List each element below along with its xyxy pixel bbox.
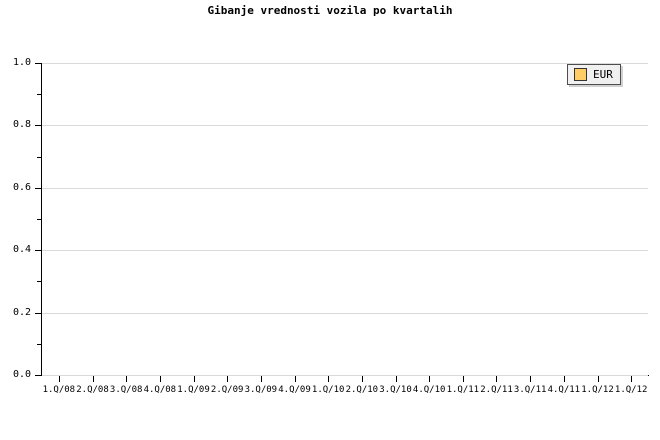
x-axis-label: 4.Q/11 <box>547 385 581 395</box>
y-axis-tick-major <box>35 250 42 251</box>
x-axis-label: 4.Q/08 <box>143 385 177 395</box>
gridline <box>42 188 648 189</box>
gridline <box>42 63 648 64</box>
x-axis-tick <box>295 376 296 382</box>
y-axis-tick-major <box>35 313 42 314</box>
gridline <box>42 250 648 251</box>
y-axis-tick-major <box>35 125 42 126</box>
y-axis-tick-minor <box>37 94 42 95</box>
x-axis-label: 1.Q/10 <box>311 385 345 395</box>
x-axis-label: 2.Q/11 <box>480 385 513 395</box>
x-axis-tick <box>194 376 195 382</box>
y-axis-label: 0.2 <box>12 307 31 318</box>
y-axis-label: 0.8 <box>12 119 31 130</box>
x-axis-tick <box>261 376 262 382</box>
gridline <box>42 125 648 126</box>
x-axis-tick <box>160 376 161 382</box>
y-axis-tick-minor <box>37 344 42 345</box>
x-axis-tick <box>396 376 397 382</box>
x-axis-tick <box>93 376 94 382</box>
x-axis-label: 1.Q/12 <box>581 385 614 395</box>
x-axis-tick <box>463 376 464 382</box>
y-axis-label: 0.6 <box>12 182 31 193</box>
x-axis-label: 4.Q/10 <box>412 385 446 395</box>
gridline <box>42 313 648 314</box>
y-axis-tick-minor <box>37 281 42 282</box>
chart-title: Gibanje vrednosti vozila po kvartalih <box>207 4 453 17</box>
x-axis-label: 3.Q/11 <box>513 385 547 395</box>
x-axis-label: 3.Q/09 <box>244 385 278 395</box>
y-axis-label: 0.4 <box>12 244 31 255</box>
x-axis-tick <box>328 376 329 382</box>
x-axis-tick <box>564 376 565 382</box>
x-axis-label: 2.Q/10 <box>345 385 379 395</box>
x-axis-tick <box>496 376 497 382</box>
legend-label-eur: EUR <box>593 68 613 81</box>
y-axis-tick-major <box>35 188 42 189</box>
x-axis-label: 2.Q/09 <box>210 385 244 395</box>
plot-area <box>42 63 648 375</box>
x-axis-tick <box>429 376 430 382</box>
x-axis-label: 1.Q/12 <box>614 385 648 395</box>
x-axis-label: 1.Q/08 <box>42 385 76 395</box>
gridline <box>42 375 648 376</box>
x-axis-label: 2.Q/08 <box>76 385 109 395</box>
x-axis-tick <box>126 376 127 382</box>
x-axis-label: 3.Q/10 <box>379 385 412 395</box>
y-axis-tick-major <box>35 63 42 64</box>
x-axis-label: 4.Q/09 <box>278 385 311 395</box>
x-axis-tick <box>362 376 363 382</box>
y-axis-label: 0.0 <box>12 369 31 380</box>
x-axis-tick <box>227 376 228 382</box>
y-axis-tick-major <box>35 375 42 376</box>
x-axis-label: 1.Q/09 <box>177 385 210 395</box>
x-axis-tick <box>530 376 531 382</box>
legend-swatch-eur-icon <box>574 68 587 81</box>
x-axis-label: 1.Q/11 <box>446 385 480 395</box>
y-axis-label: 1.0 <box>12 57 31 68</box>
y-axis-tick-minor <box>37 157 42 158</box>
x-axis-tick <box>59 376 60 382</box>
x-axis-tick <box>598 376 599 382</box>
x-axis-tick <box>631 376 632 382</box>
x-axis-label: 3.Q/08 <box>109 385 143 395</box>
y-axis-tick-minor <box>37 219 42 220</box>
legend[interactable]: EUR <box>567 64 621 85</box>
